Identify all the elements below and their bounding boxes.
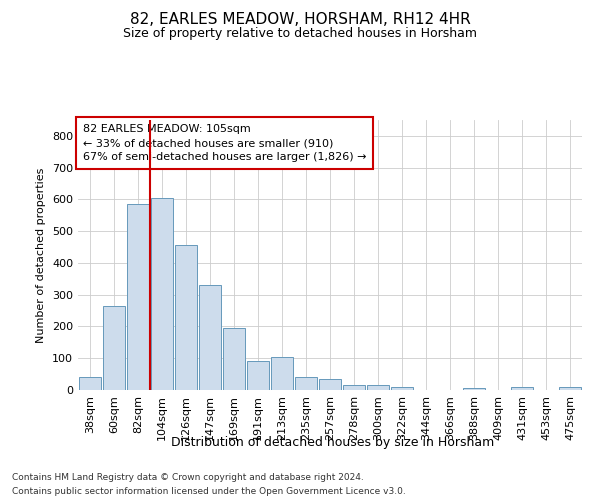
Bar xyxy=(199,285,221,390)
Bar xyxy=(223,328,245,390)
Bar xyxy=(463,388,485,390)
Bar xyxy=(79,378,101,390)
Bar xyxy=(367,385,389,390)
Text: Distribution of detached houses by size in Horsham: Distribution of detached houses by size … xyxy=(172,436,494,449)
Bar xyxy=(175,246,197,390)
Text: Contains public sector information licensed under the Open Government Licence v3: Contains public sector information licen… xyxy=(12,486,406,496)
Text: 82 EARLES MEADOW: 105sqm
← 33% of detached houses are smaller (910)
67% of semi-: 82 EARLES MEADOW: 105sqm ← 33% of detach… xyxy=(83,124,367,162)
Bar xyxy=(295,378,317,390)
Bar xyxy=(247,362,269,390)
Bar xyxy=(127,204,149,390)
Y-axis label: Number of detached properties: Number of detached properties xyxy=(37,168,46,342)
Bar xyxy=(271,358,293,390)
Text: Size of property relative to detached houses in Horsham: Size of property relative to detached ho… xyxy=(123,28,477,40)
Bar xyxy=(511,387,533,390)
Bar xyxy=(559,388,581,390)
Text: Contains HM Land Registry data © Crown copyright and database right 2024.: Contains HM Land Registry data © Crown c… xyxy=(12,473,364,482)
Bar xyxy=(103,306,125,390)
Bar xyxy=(343,385,365,390)
Bar xyxy=(319,379,341,390)
Text: 82, EARLES MEADOW, HORSHAM, RH12 4HR: 82, EARLES MEADOW, HORSHAM, RH12 4HR xyxy=(130,12,470,28)
Bar xyxy=(151,198,173,390)
Bar xyxy=(391,387,413,390)
